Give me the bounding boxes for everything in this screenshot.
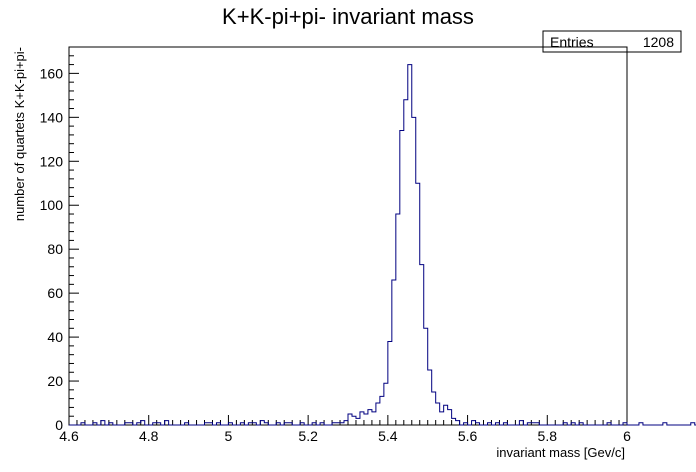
y-tick-label: 0 bbox=[55, 417, 63, 433]
x-axis: 4.6 4.8 5 5.2 5.4 5.6 5.8 6 bbox=[59, 415, 631, 444]
y-tick-label: 160 bbox=[40, 65, 64, 81]
plot-frame bbox=[68, 46, 628, 426]
y-axis: 0 20 40 60 80 100 120 140 160 bbox=[40, 46, 79, 433]
stats-entries-label: Entries bbox=[550, 34, 594, 50]
x-tick-label: 5.2 bbox=[298, 428, 318, 444]
x-tick-label: 6 bbox=[623, 428, 631, 444]
stats-entries-value: 1208 bbox=[643, 34, 674, 50]
y-tick-label: 120 bbox=[40, 153, 64, 169]
histogram-series bbox=[69, 64, 696, 426]
y-tick-label: 100 bbox=[40, 197, 64, 213]
y-tick-label: 80 bbox=[47, 241, 63, 257]
y-tick-label: 20 bbox=[47, 373, 63, 389]
x-tick-label: 5.4 bbox=[378, 428, 398, 444]
y-tick-label: 60 bbox=[47, 285, 63, 301]
y-tick-label: 140 bbox=[40, 109, 64, 125]
x-tick-label: 5.8 bbox=[538, 428, 558, 444]
stats-box: Entries 1208 bbox=[542, 30, 682, 53]
x-tick-label: 5.6 bbox=[458, 428, 478, 444]
x-tick-label: 4.6 bbox=[59, 428, 79, 444]
x-axis-label: invariant mass [Gev/c] bbox=[496, 445, 625, 460]
x-tick-label: 4.8 bbox=[139, 428, 159, 444]
y-tick-label: 40 bbox=[47, 329, 63, 345]
y-axis-label: number of quartets K+K-pi+pi- bbox=[12, 47, 27, 221]
x-tick-label: 5 bbox=[225, 428, 233, 444]
chart-title: K+K-pi+pi- invariant mass bbox=[222, 4, 474, 29]
